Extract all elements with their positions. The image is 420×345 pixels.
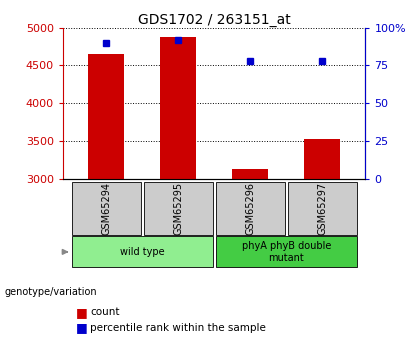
Bar xyxy=(72,237,213,267)
Bar xyxy=(144,182,213,235)
Bar xyxy=(304,139,340,179)
Text: count: count xyxy=(90,307,120,317)
Text: phyA phyB double
mutant: phyA phyB double mutant xyxy=(241,241,331,263)
Text: wild type: wild type xyxy=(120,247,165,257)
Bar xyxy=(72,182,141,235)
Bar xyxy=(232,169,268,179)
Bar xyxy=(215,182,285,235)
Text: GSM65294: GSM65294 xyxy=(101,182,111,235)
Bar xyxy=(160,37,196,179)
Bar xyxy=(288,182,357,235)
Text: GSM65295: GSM65295 xyxy=(173,182,183,235)
Bar xyxy=(88,54,124,179)
Text: ■: ■ xyxy=(76,321,87,334)
Text: ■: ■ xyxy=(76,306,87,319)
Text: GSM65297: GSM65297 xyxy=(317,182,327,235)
Text: genotype/variation: genotype/variation xyxy=(4,287,97,296)
Text: GSM65296: GSM65296 xyxy=(245,182,255,235)
Text: percentile rank within the sample: percentile rank within the sample xyxy=(90,323,266,333)
Title: GDS1702 / 263151_at: GDS1702 / 263151_at xyxy=(138,12,291,27)
Bar xyxy=(215,237,357,267)
